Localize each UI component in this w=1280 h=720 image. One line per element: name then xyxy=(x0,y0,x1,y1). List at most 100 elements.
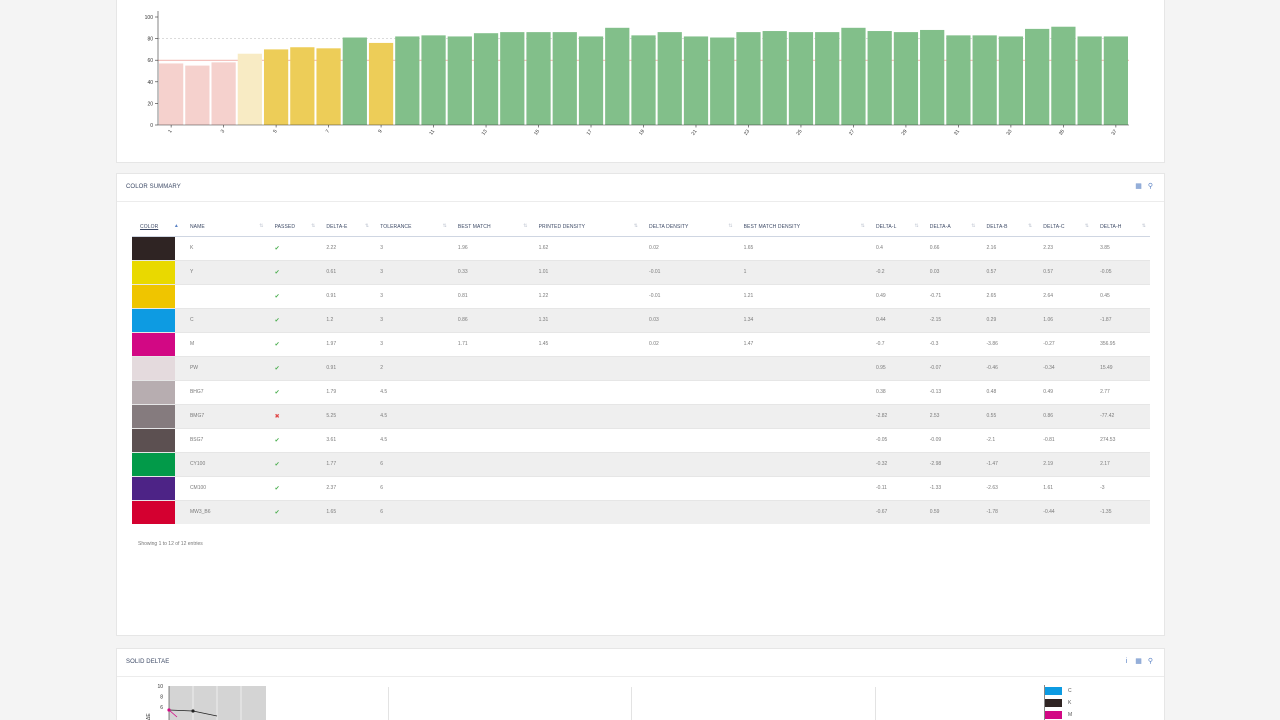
column-header[interactable]: DELTA-B ⇅ xyxy=(979,218,1037,237)
bar[interactable] xyxy=(946,35,971,125)
legend-item[interactable]: M xyxy=(1045,709,1072,720)
panel-tools: i ▦ ⚲ xyxy=(1123,658,1154,666)
table-cell: 274.53 xyxy=(1093,427,1150,452)
column-header[interactable]: DELTA-E ⇅ xyxy=(319,218,374,237)
bar[interactable] xyxy=(920,29,945,125)
column-header[interactable]: NAME ⇅ xyxy=(182,218,268,237)
table-cell: 4.5 xyxy=(373,427,451,452)
bar[interactable] xyxy=(342,37,367,125)
column-header[interactable]: COLOR ▲ xyxy=(132,218,183,237)
sort-icon[interactable]: ▲ xyxy=(173,223,179,229)
sort-icon[interactable]: ⇅ xyxy=(1141,223,1146,229)
bar[interactable] xyxy=(736,32,761,126)
bar[interactable] xyxy=(290,47,315,125)
sort-icon[interactable]: ⇅ xyxy=(364,223,370,229)
bar[interactable] xyxy=(578,36,604,125)
table-row[interactable]: PW ✔ 0.91 2 0.95 -0.07 -0.46 -0.34 15.49 xyxy=(132,355,1150,380)
bar[interactable] xyxy=(211,62,236,125)
bar[interactable] xyxy=(893,32,919,126)
table-icon[interactable]: ▦ xyxy=(1135,183,1142,190)
bar[interactable] xyxy=(762,31,787,125)
chart-plot-area xyxy=(169,686,266,720)
column-header[interactable]: TOLERANCE ⇅ xyxy=(373,218,451,237)
table-cell: -0.67 xyxy=(868,499,923,524)
sort-icon[interactable]: ⇅ xyxy=(523,223,528,229)
bar[interactable] xyxy=(237,53,262,125)
table-row[interactable]: Y ✔ 0.61 3 0.33 1.01 -0.01 1 -0.2 0.03 0.57 0.57 -0.… xyxy=(132,259,1150,284)
table-row[interactable]: CM100 ✔ 2.37 6 -0.11 -1.33 -2.63 1.61 -3 xyxy=(132,475,1150,500)
bar[interactable] xyxy=(972,35,997,125)
bar[interactable] xyxy=(605,27,630,125)
bar[interactable] xyxy=(421,35,446,125)
sort-icon[interactable]: ⇅ xyxy=(442,223,447,229)
column-header[interactable]: DELTA DENSITY ⇅ xyxy=(642,218,737,237)
bar[interactable] xyxy=(788,32,814,126)
sort-icon[interactable]: ⇅ xyxy=(1084,223,1090,229)
legend-item[interactable]: K xyxy=(1045,697,1072,709)
zoom-icon[interactable]: ⚲ xyxy=(1147,658,1154,665)
bar[interactable] xyxy=(1025,28,1050,126)
bar[interactable] xyxy=(316,48,341,125)
bar[interactable] xyxy=(263,49,289,125)
y-tick-label: 0 xyxy=(150,123,153,129)
bar[interactable] xyxy=(1051,26,1076,125)
table-cell xyxy=(450,427,532,452)
table-row[interactable]: BMG7 ✖ 5.25 4.5 -2.82 2.53 0.55 0.86 -77.42 xyxy=(132,403,1150,428)
check-icon: ✔ xyxy=(274,245,280,252)
bar[interactable] xyxy=(1103,36,1128,125)
bar[interactable] xyxy=(841,27,866,125)
table-icon[interactable]: ▦ xyxy=(1135,658,1142,665)
bar[interactable] xyxy=(683,36,709,125)
column-header[interactable]: DELTA-L ⇅ xyxy=(868,218,923,237)
table-row[interactable]: C ✔ 1.2 3 0.86 1.31 0.03 1.34 0.44 -2.15 0.29 1.06-… xyxy=(132,307,1150,332)
column-header[interactable]: BEST MATCH DENSITY ⇅ xyxy=(736,218,869,237)
bar[interactable] xyxy=(657,32,682,126)
bar[interactable] xyxy=(710,37,735,125)
bar[interactable] xyxy=(552,32,577,126)
bar[interactable] xyxy=(815,32,840,126)
x-tick-label: 7 xyxy=(325,129,332,135)
bar[interactable] xyxy=(867,31,892,125)
table-cell: -0.01 xyxy=(642,259,737,284)
sort-icon[interactable]: ⇅ xyxy=(311,223,316,229)
bar[interactable] xyxy=(631,35,656,125)
table-row[interactable]: BHG7 ✔ 1.79 4.5 0.38 -0.13 0.48 0.49 2.77 xyxy=(132,379,1150,404)
zoom-icon[interactable]: ⚲ xyxy=(1147,183,1154,190)
bar[interactable] xyxy=(998,36,1024,125)
column-header[interactable]: DELTA-H ⇅ xyxy=(1093,218,1150,237)
sort-icon[interactable]: ⇅ xyxy=(914,223,919,229)
sort-icon[interactable]: ⇅ xyxy=(971,223,976,229)
table-cell xyxy=(450,379,532,404)
table-row[interactable]: MW3_B6 ✔ 1.65 6 -0.67 0.59 -1.78 -0.44 -1.35 xyxy=(132,499,1150,524)
table-row[interactable]: CY100 ✔ 1.77 6 -0.32 -2.98 -1.47 2.19 2.17 xyxy=(132,451,1150,476)
sort-icon[interactable]: ⇅ xyxy=(860,223,865,229)
column-header[interactable]: DELTA-C ⇅ xyxy=(1036,218,1094,237)
bar[interactable] xyxy=(368,42,394,125)
sort-icon[interactable]: ⇅ xyxy=(728,223,733,229)
bar[interactable] xyxy=(500,32,525,126)
legend-item[interactable]: C xyxy=(1045,685,1072,697)
bar[interactable] xyxy=(473,33,499,126)
bar[interactable] xyxy=(447,36,472,125)
column-header[interactable]: PASSED ⇅ xyxy=(267,218,320,237)
table-row[interactable]: BSG7 ✔ 3.61 4.5 -0.05 -0.09 -2.1 -0.81 274.53 xyxy=(132,427,1150,452)
column-header[interactable]: DELTA-A ⇅ xyxy=(922,218,980,237)
column-header[interactable]: BEST MATCH ⇅ xyxy=(450,218,532,237)
info-icon[interactable]: i xyxy=(1125,658,1128,665)
bar[interactable] xyxy=(395,36,420,125)
color-cell xyxy=(132,307,183,332)
bar[interactable] xyxy=(526,32,551,126)
bar[interactable] xyxy=(185,65,210,125)
bar[interactable] xyxy=(159,63,184,125)
bar[interactable] xyxy=(1077,36,1102,125)
color-cell xyxy=(132,451,183,476)
sort-icon[interactable]: ⇅ xyxy=(1028,223,1033,229)
sort-icon[interactable]: ⇅ xyxy=(259,223,264,229)
table-cell: K xyxy=(182,235,268,260)
table-row[interactable]: ✔ 0.91 3 0.81 1.22 -0.01 1.21 0.49 -0.71 2.65 2.64… xyxy=(132,283,1150,308)
table-row[interactable]: M ✔ 1.97 3 1.71 1.45 0.02 1.47 -0.7 -0.3 -3.86 -0.2… xyxy=(132,331,1150,356)
sort-icon[interactable]: ⇅ xyxy=(633,223,639,229)
column-header[interactable]: PRINTED DENSITY ⇅ xyxy=(531,218,643,237)
table-cell: 2.22 xyxy=(319,235,374,260)
table-row[interactable]: K ✔ 2.22 3 1.96 1.62 0.02 1.65 0.4 0.66 2.16 2.23 3.… xyxy=(132,235,1150,260)
